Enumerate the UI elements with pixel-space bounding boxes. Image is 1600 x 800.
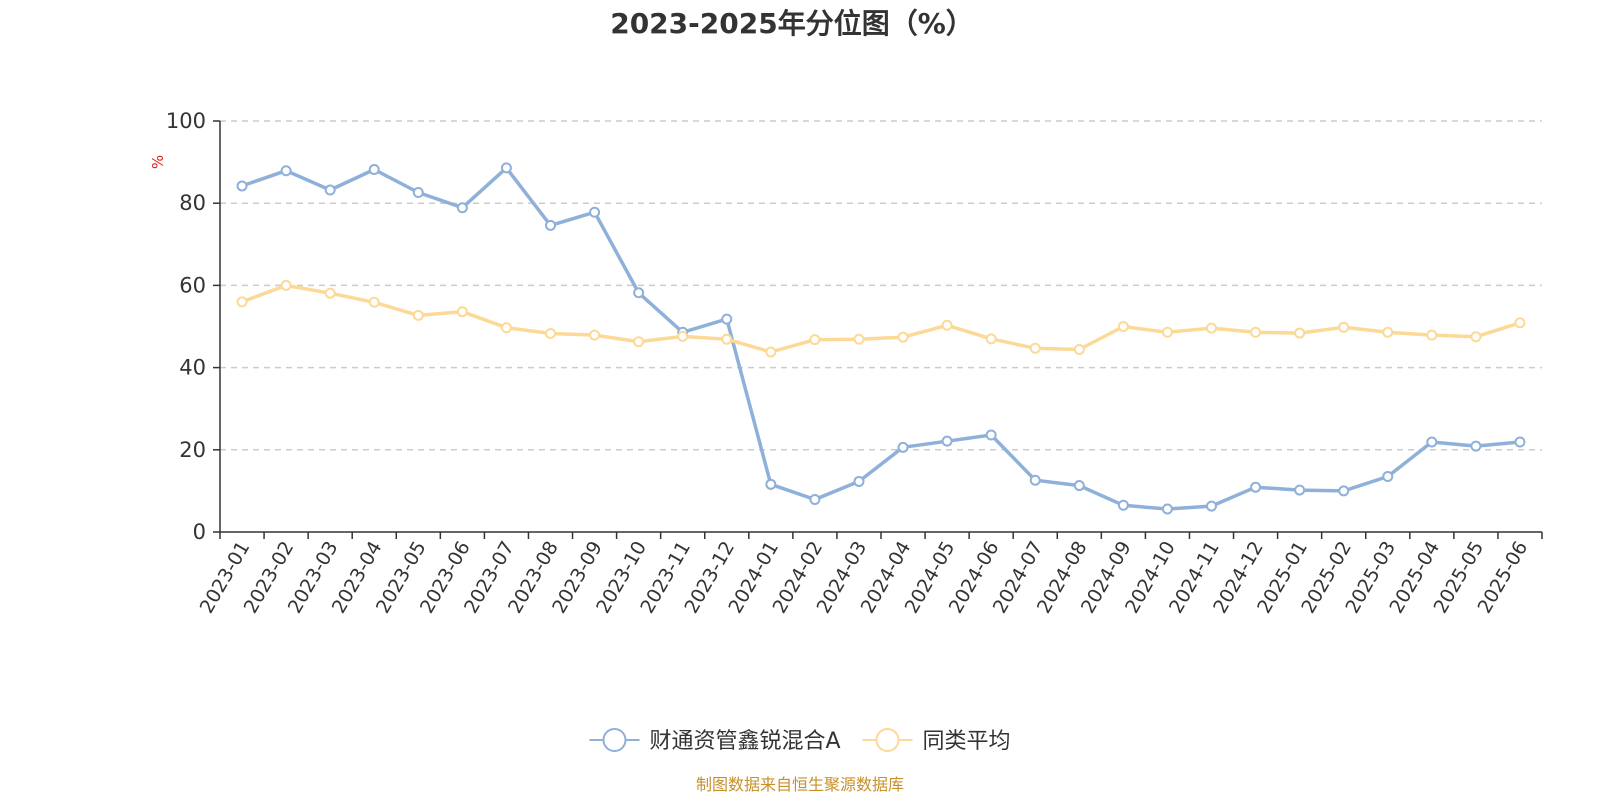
legend-label: 同类平均 — [923, 729, 1011, 754]
data-point — [985, 429, 997, 441]
series-layer — [236, 162, 1526, 515]
data-point — [633, 336, 645, 348]
y-tick-label: 60 — [179, 273, 206, 297]
data-point — [500, 162, 512, 174]
data-point — [1514, 317, 1526, 329]
data-point — [589, 206, 601, 218]
data-point — [721, 313, 733, 325]
data-point — [500, 322, 512, 334]
x-axis-ticks: 2023-012023-022023-032023-042023-052023-… — [196, 532, 1543, 617]
data-point — [1117, 499, 1129, 511]
data-point — [809, 334, 821, 346]
data-point — [897, 441, 909, 453]
series-2 — [236, 279, 1526, 358]
data-point — [853, 333, 865, 345]
data-point — [1250, 481, 1262, 493]
series-line — [241, 283, 1521, 354]
data-point — [236, 296, 248, 308]
y-axis-ticks: 0 20 40 60 80 100 — [166, 109, 220, 544]
data-point — [853, 475, 865, 487]
data-point — [1161, 503, 1173, 515]
data-point — [633, 287, 645, 299]
data-point — [1338, 321, 1350, 333]
data-point — [1426, 436, 1438, 448]
data-point — [280, 279, 292, 291]
data-point — [985, 333, 997, 345]
y-tick-label: 40 — [179, 356, 206, 380]
data-point — [1338, 485, 1350, 497]
data-point — [368, 296, 380, 308]
data-point — [1029, 474, 1041, 486]
data-point — [1073, 480, 1085, 492]
data-point — [456, 202, 468, 214]
legend-marker — [602, 728, 627, 752]
data-point — [1514, 436, 1526, 448]
data-point — [1470, 440, 1482, 452]
data-point — [1029, 342, 1041, 354]
data-point — [412, 309, 424, 321]
data-point — [1073, 344, 1085, 356]
legend-item[interactable]: 同类平均 — [862, 728, 1011, 754]
y-axis-unit-label: % — [149, 155, 167, 169]
data-point — [765, 478, 777, 490]
data-point — [368, 163, 380, 175]
legend-label: 财通资管鑫锐混合A — [650, 729, 841, 754]
data-point — [941, 319, 953, 331]
grid-lines — [220, 120, 1542, 451]
y-tick-label: 0 — [193, 520, 206, 544]
legend-marker — [875, 728, 900, 752]
y-tick-label: 100 — [166, 109, 206, 133]
data-point — [1294, 327, 1306, 339]
legend: 财通资管鑫锐混合A 同类平均 — [589, 728, 1011, 754]
data-point — [236, 180, 248, 192]
data-point — [1382, 471, 1394, 483]
data-point — [545, 327, 556, 339]
data-point — [324, 287, 336, 299]
series-line — [241, 166, 1521, 511]
data-point — [412, 187, 424, 199]
data-point — [1250, 326, 1262, 338]
data-point — [941, 435, 953, 447]
data-point — [765, 346, 777, 358]
data-point — [1426, 329, 1438, 341]
data-point — [1117, 321, 1129, 332]
data-point — [280, 165, 292, 177]
legend-item[interactable]: 财通资管鑫锐混合A — [589, 728, 841, 754]
data-point — [456, 306, 468, 318]
data-point — [809, 494, 821, 506]
data-point — [1470, 331, 1482, 343]
data-point — [677, 330, 689, 342]
data-point — [897, 331, 909, 343]
y-tick-label: 80 — [179, 191, 206, 215]
series-1 — [236, 162, 1526, 515]
data-point — [589, 329, 601, 341]
data-point — [1294, 484, 1306, 496]
data-source-note: 制图数据来自恒生聚源数据库 — [696, 775, 904, 794]
data-point — [1206, 500, 1217, 512]
data-point — [1382, 326, 1394, 338]
data-point — [1161, 326, 1173, 338]
data-point — [324, 184, 336, 196]
data-point — [721, 333, 733, 345]
chart-title: 2023-2025年分位图（%） — [610, 7, 974, 40]
data-point — [545, 219, 556, 231]
data-point — [1206, 322, 1217, 334]
y-tick-label: 20 — [179, 438, 206, 462]
